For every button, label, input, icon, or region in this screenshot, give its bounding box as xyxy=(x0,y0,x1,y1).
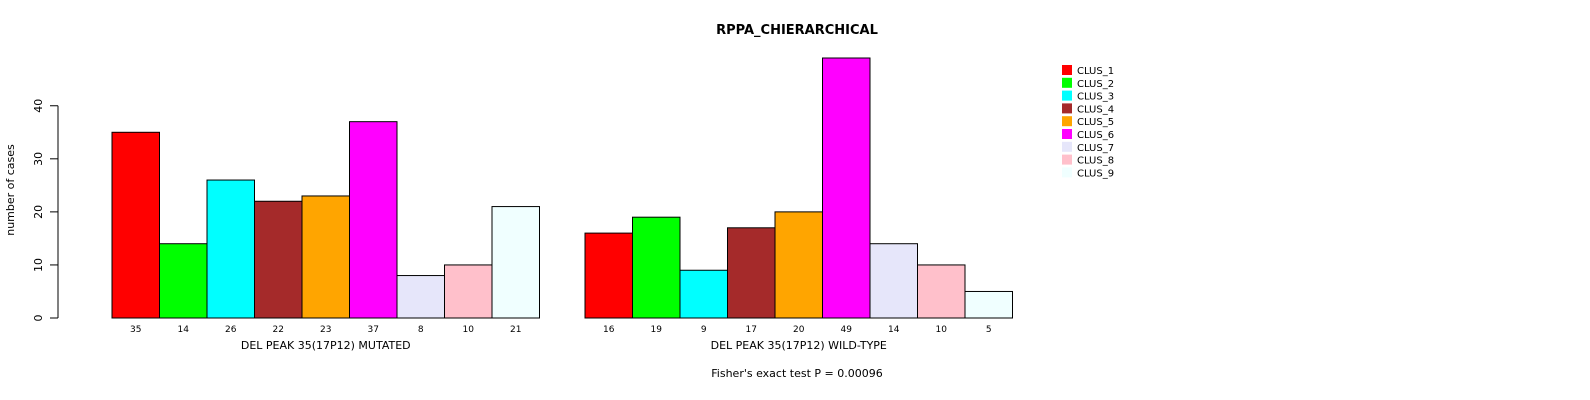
y-tick-label: 40 xyxy=(32,99,45,113)
bar xyxy=(159,243,208,319)
y-axis-label: number of cases xyxy=(4,144,17,236)
legend-swatch xyxy=(1062,167,1072,178)
bar xyxy=(774,211,823,319)
bar-group: 16 19 9 17 20 49 14 10 5 DEL PEAK 35(17P12) WILD-… xyxy=(584,57,1013,352)
legend-swatch xyxy=(1062,77,1072,88)
bar-group: 35 14 26 22 23 37 8 10 21 DEL PEAK 35(17P12) MUTA… xyxy=(111,121,540,352)
bar-count-label: 14 xyxy=(888,325,900,335)
legend-label: CLUS_3 xyxy=(1077,92,1114,103)
legend-item: CLUS_3 xyxy=(1062,90,1114,103)
y-axis: 0 10 20 30 40 xyxy=(32,99,59,322)
legend-item: CLUS_5 xyxy=(1062,116,1114,128)
legend-label: CLUS_7 xyxy=(1077,143,1114,154)
legend-label: CLUS_4 xyxy=(1077,104,1114,115)
bar xyxy=(444,264,493,319)
legend-label: CLUS_1 xyxy=(1077,66,1114,77)
legend-item: CLUS_1 xyxy=(1062,65,1114,77)
legend-item: CLUS_9 xyxy=(1062,167,1114,179)
legend-swatch xyxy=(1062,116,1072,127)
bar-count-label: 20 xyxy=(793,325,805,335)
group-label: DEL PEAK 35(17P12) MUTATED xyxy=(241,339,411,352)
y-tick-label: 0 xyxy=(32,315,45,322)
legend-swatch xyxy=(1062,90,1072,101)
y-tick-label: 20 xyxy=(32,205,45,219)
legend-swatch xyxy=(1062,65,1072,75)
bar-count-label: 9 xyxy=(701,325,707,335)
bar xyxy=(632,216,681,319)
legend-swatch xyxy=(1062,154,1072,165)
legend-label: CLUS_8 xyxy=(1077,156,1114,167)
bar-count-label: 35 xyxy=(130,325,141,335)
bar-count-label: 22 xyxy=(273,325,284,335)
bar xyxy=(917,264,966,319)
bar xyxy=(491,206,540,319)
legend-item: CLUS_4 xyxy=(1062,103,1114,115)
bar xyxy=(869,243,918,319)
bar xyxy=(727,227,776,319)
legend-item: CLUS_7 xyxy=(1062,141,1114,154)
legend-item: CLUS_8 xyxy=(1062,154,1114,167)
bar xyxy=(822,57,871,319)
group-label: DEL PEAK 35(17P12) WILD-TYPE xyxy=(711,339,887,352)
bar xyxy=(111,131,160,319)
legend-swatch xyxy=(1062,141,1072,152)
bar xyxy=(679,269,728,319)
bar-count-label: 19 xyxy=(651,325,663,335)
bar-count-label: 21 xyxy=(510,325,521,335)
bar-count-label: 49 xyxy=(841,325,853,335)
chart-title: RPPA_CHIERARCHICAL xyxy=(716,23,878,38)
bar-count-label: 23 xyxy=(320,325,331,335)
legend-label: CLUS_6 xyxy=(1077,130,1114,141)
legend-label: CLUS_9 xyxy=(1077,168,1114,179)
bar xyxy=(206,179,255,319)
legend-item: CLUS_6 xyxy=(1062,129,1114,141)
bar-count-label: 16 xyxy=(603,325,615,335)
legend-swatch xyxy=(1062,103,1072,114)
legend-label: CLUS_2 xyxy=(1077,79,1114,90)
bar-groups: 35 14 26 22 23 37 8 10 21 DEL PEAK 35(17P12) MUTA… xyxy=(111,57,1013,352)
bar xyxy=(396,275,445,319)
bar-count-label: 17 xyxy=(746,325,757,335)
bar-count-label: 5 xyxy=(986,325,992,335)
legend-swatch xyxy=(1062,129,1072,139)
bar-count-label: 14 xyxy=(178,325,190,335)
y-tick-label: 10 xyxy=(32,258,45,272)
bar-count-label: 10 xyxy=(936,325,948,335)
y-tick-label: 30 xyxy=(32,152,45,166)
bar-count-label: 8 xyxy=(418,325,424,335)
footnote: Fisher's exact test P = 0.00096 xyxy=(711,367,882,380)
bar xyxy=(301,195,350,319)
bar xyxy=(964,290,1013,319)
bar xyxy=(254,200,303,319)
legend-item: CLUS_2 xyxy=(1062,77,1114,90)
bar xyxy=(584,232,633,319)
bar-count-label: 37 xyxy=(368,325,379,335)
bar-count-label: 26 xyxy=(225,325,237,335)
legend-label: CLUS_5 xyxy=(1077,117,1114,128)
bar-count-label: 10 xyxy=(463,325,475,335)
bar xyxy=(349,121,398,319)
